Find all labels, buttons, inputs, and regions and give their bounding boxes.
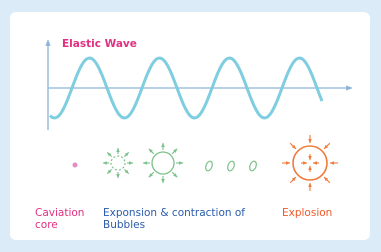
diagram: Elastic Wave Caviationcore Exponsion & co…	[0, 0, 381, 252]
stage-label: Bubbles	[103, 219, 145, 231]
cavitation-core	[73, 163, 78, 168]
stage-label: Caviation	[35, 207, 84, 219]
stage-label: core	[35, 219, 58, 231]
wave-title: Elastic Wave	[62, 38, 137, 50]
stage-label: Explosion	[282, 207, 332, 219]
stage-label: Exponsion & contraction of	[103, 207, 245, 219]
page: Elastic Wave Caviationcore Exponsion & co…	[0, 0, 381, 252]
